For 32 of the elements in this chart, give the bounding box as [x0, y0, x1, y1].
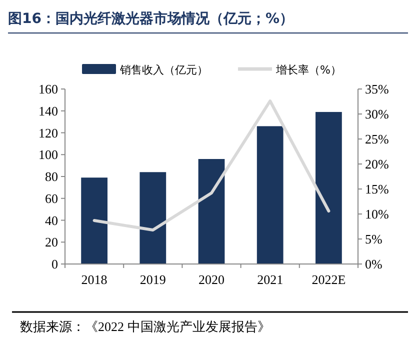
- chart-title: 图16：国内光纤激光器市场情况（亿元；%）: [8, 10, 294, 27]
- x-tick-label: 2019: [140, 272, 166, 287]
- bar: [198, 159, 225, 264]
- y-tick-label: 160: [38, 82, 58, 96]
- bar: [140, 172, 166, 264]
- legend-label: 增长率（%）: [275, 64, 342, 76]
- y-tick-label: 0: [52, 256, 58, 272]
- y-tick-label: 120: [38, 125, 58, 140]
- y2-tick-label: 30%: [365, 106, 389, 122]
- y-tick-label: 40: [45, 212, 58, 228]
- y2-tick-label: 35%: [365, 82, 389, 96]
- y-tick-label: 100: [38, 147, 58, 162]
- source-note: 数据来源：《2022 中国激光产业发展报告》: [20, 319, 270, 334]
- x-tick-label: 2022E: [312, 272, 346, 287]
- y2-tick-label: 25%: [365, 132, 389, 146]
- line-series: [92, 100, 330, 232]
- y-tick-label: 20: [45, 234, 58, 250]
- y2-tick-label: 20%: [365, 156, 389, 172]
- x-tick-label: 2021: [257, 272, 284, 287]
- y2-tick-label: 5%: [365, 232, 382, 246]
- bar: [316, 112, 342, 264]
- y-tick-label: 80: [45, 169, 58, 184]
- y2-tick-label: 15%: [365, 182, 389, 196]
- y2-tick-label: 0%: [365, 256, 382, 272]
- bar: [256, 126, 284, 264]
- y-tick-label: 140: [38, 103, 58, 118]
- x-tick-label: 2018: [81, 272, 108, 287]
- y2-tick-label: 10%: [365, 206, 389, 222]
- x-tick-label: 2020: [198, 272, 224, 287]
- legend-label: 销售收入（亿元）: [119, 64, 208, 76]
- bar: [81, 178, 108, 264]
- y-tick-label: 60: [45, 190, 58, 206]
